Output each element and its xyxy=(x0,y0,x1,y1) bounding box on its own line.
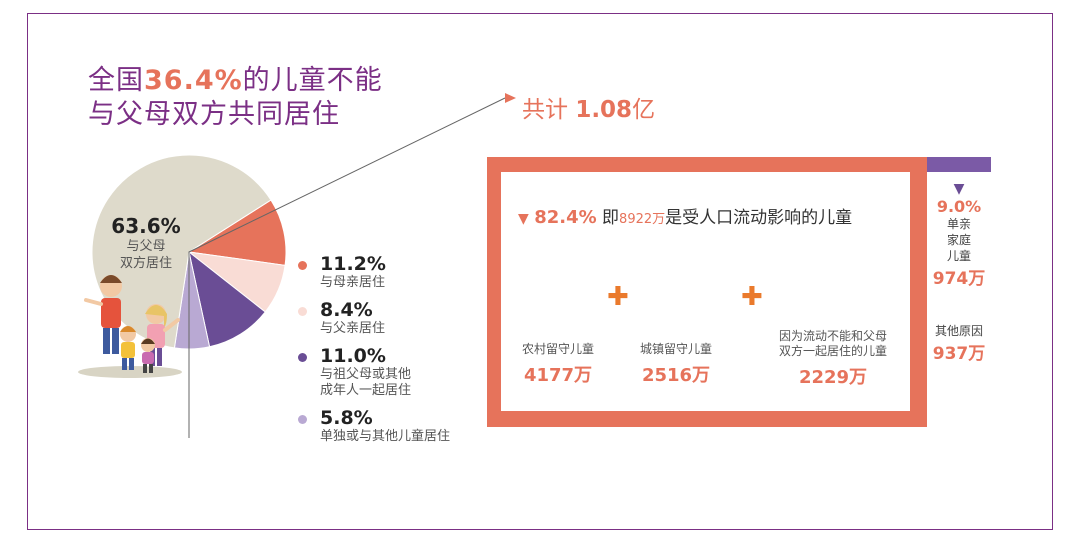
category-value: 4177万 xyxy=(523,365,593,386)
legend-item-mother: 11.2% 与母亲居住 xyxy=(296,253,450,291)
connector-arrow xyxy=(505,93,516,103)
legend-pct: 11.0% xyxy=(320,345,386,367)
legend-item-father: 8.4% 与父亲居住 xyxy=(296,299,450,337)
legend-desc: 与父亲居住 xyxy=(320,321,386,336)
category-rural: 农村留守儿童 4177万 xyxy=(508,342,608,387)
category-label: 双方一起居住的儿童 xyxy=(778,344,887,358)
other-reason-value: 937万 xyxy=(932,344,986,364)
down-triangle-icon: ▼ xyxy=(518,211,529,227)
category-urban: 城镇留守儿童 2516万 xyxy=(626,342,726,387)
category-label: 农村留守儿童 xyxy=(521,342,594,356)
migration-num: 8922万 xyxy=(619,212,666,227)
category-value: 2229万 xyxy=(798,367,868,388)
single-parent-label: 家庭 xyxy=(946,233,971,247)
connector-line xyxy=(188,97,506,438)
category-label: 因为流动不能和父母 xyxy=(778,329,887,343)
other-reason-block: 其他原因 937万 xyxy=(927,323,991,364)
main-slice-label: 63.6% 与父母 双方居住 xyxy=(110,214,182,272)
pie-slice xyxy=(91,154,272,349)
outer-frame xyxy=(27,13,1053,530)
legend-item-alone: 5.8% 单独或与其他儿童居住 xyxy=(296,407,450,445)
category-value: 2516万 xyxy=(641,365,711,386)
plus-icon: ✚ xyxy=(741,282,763,312)
legend-desc: 与母亲居住 xyxy=(320,275,386,290)
legend-dot xyxy=(298,353,307,362)
other-reason-label: 其他原因 xyxy=(934,324,983,338)
down-triangle-icon: ▼ xyxy=(953,181,965,197)
single-parent-block: ▼ 9.0% 单亲 家庭 儿童 974万 xyxy=(927,181,991,289)
legend-dot xyxy=(298,415,307,424)
legend-dot xyxy=(298,307,307,316)
main-slice-desc1: 与父母 xyxy=(126,239,166,254)
total-value: 1.08 xyxy=(575,97,633,123)
legend-desc: 单独或与其他儿童居住 xyxy=(320,429,451,444)
legend-pct: 8.4% xyxy=(320,299,373,321)
headline-post: 的儿童不能 xyxy=(242,65,383,96)
single-parent-pct: 9.0% xyxy=(936,197,982,216)
legend-item-grandparents: 11.0% 与祖父母或其他 成年人一起居住 xyxy=(296,345,450,399)
migration-box-inner xyxy=(501,172,910,411)
single-parent-value: 974万 xyxy=(932,269,986,289)
migration-title-post: 是受人口流动影响的儿童 xyxy=(665,208,853,228)
legend-pct: 5.8% xyxy=(320,407,373,429)
legend-dot xyxy=(298,261,307,270)
pie-legend: 11.2% 与母亲居住 8.4% 与父亲居住 11.0% 与祖父母或其他 成年人… xyxy=(296,253,450,453)
category-migrant: 因为流动不能和父母 双方一起居住的儿童 2229万 xyxy=(766,329,900,389)
migration-title: ▼ 82.4% 即8922万是受人口流动影响的儿童 xyxy=(518,203,852,228)
migration-pct: 82.4% xyxy=(534,207,597,228)
total-count: 共计 1.08亿 xyxy=(522,90,655,124)
main-slice-desc2: 双方居住 xyxy=(119,256,172,271)
legend-desc: 成年人一起居住 xyxy=(320,383,412,398)
legend-desc: 与祖父母或其他 xyxy=(320,367,412,382)
category-label: 城镇留守儿童 xyxy=(639,342,712,356)
total-unit: 亿 xyxy=(632,97,656,123)
main-slice-pct: 63.6% xyxy=(111,214,181,238)
headline-pre: 全国 xyxy=(88,65,144,96)
single-parent-label: 单亲 xyxy=(946,217,971,231)
headline-line2: 与父母双方共同居住 xyxy=(88,99,340,130)
side-accent-bar xyxy=(927,157,991,172)
total-prefix: 共计 xyxy=(522,97,576,123)
family-illustration xyxy=(78,275,182,378)
legend-pct: 11.2% xyxy=(320,253,386,275)
single-parent-label: 儿童 xyxy=(946,249,971,263)
migration-title-mid: 即 xyxy=(596,208,620,228)
plus-icon: ✚ xyxy=(607,282,629,312)
headline-highlight: 36.4% xyxy=(144,65,243,96)
pie-slice xyxy=(188,250,266,348)
headline: 全国36.4%的儿童不能 与父母双方共同居住 xyxy=(88,64,383,132)
